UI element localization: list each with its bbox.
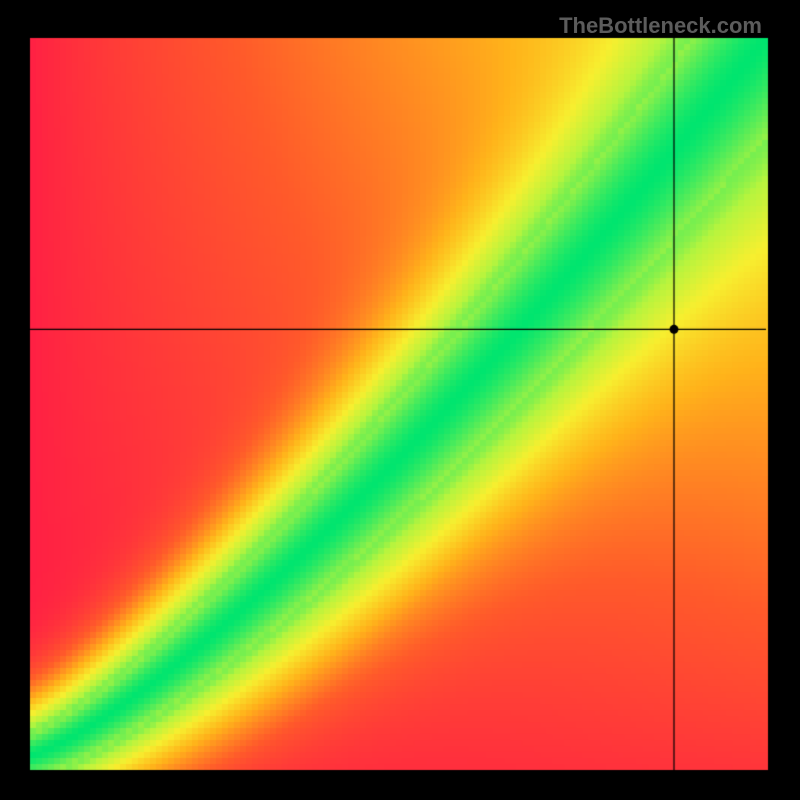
chart-figure: TheBottleneck.com [0, 0, 800, 800]
watermark: TheBottleneck.com [559, 13, 762, 39]
heatmap-canvas [0, 0, 800, 800]
